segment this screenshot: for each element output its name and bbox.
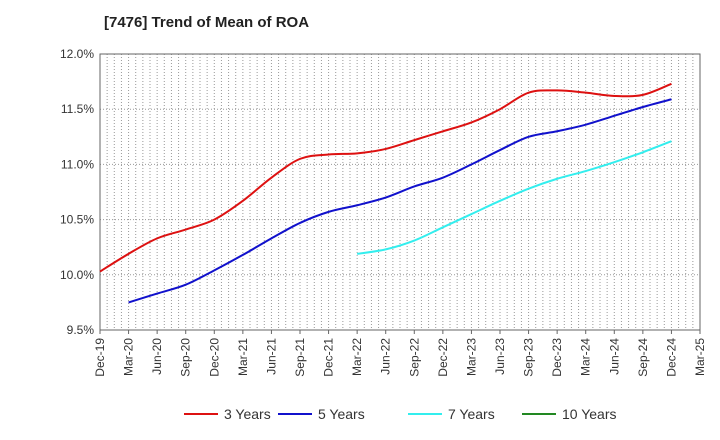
legend-label: 3 Years <box>224 406 271 422</box>
legend-label: 7 Years <box>448 406 495 422</box>
x-tick-label: Dec-22 <box>436 338 450 377</box>
x-tick-label: Dec-21 <box>322 338 336 377</box>
y-tick-label: 10.5% <box>60 213 94 227</box>
y-tick-label: 11.5% <box>61 102 94 116</box>
x-tick-label: Jun-24 <box>607 338 621 375</box>
x-tick-label: Dec-19 <box>93 338 107 377</box>
legend-label: 10 Years <box>562 406 617 422</box>
series-line-5-years <box>128 98 672 304</box>
x-tick-label: Dec-24 <box>664 338 678 377</box>
y-tick-label: 12.0% <box>60 47 94 61</box>
y-tick-label: 9.5% <box>67 323 95 337</box>
y-tick-label: 11.0% <box>61 157 94 171</box>
x-tick-label: Jun-22 <box>379 338 393 375</box>
x-tick-label: Mar-21 <box>236 338 250 376</box>
series-line-3-years <box>99 82 672 273</box>
x-tick-label: Sep-22 <box>407 338 421 377</box>
x-tick-label: Dec-23 <box>550 338 564 377</box>
x-tick-label: Mar-24 <box>579 338 593 376</box>
legend-label: 5 Years <box>318 406 365 422</box>
x-tick-label: Mar-20 <box>122 338 136 376</box>
x-tick-label: Mar-23 <box>464 338 478 376</box>
x-tick-label: Mar-25 <box>693 338 707 376</box>
x-tick-label: Mar-22 <box>350 338 364 376</box>
x-tick-label: Jun-23 <box>493 338 507 375</box>
y-tick-label: 10.0% <box>60 268 94 282</box>
x-tick-label: Sep-21 <box>293 338 307 377</box>
chart-title: [7476] Trend of Mean of ROA <box>104 14 310 31</box>
plot-frame <box>99 53 701 331</box>
x-tick-label: Sep-24 <box>636 338 650 377</box>
x-tick-label: Sep-20 <box>179 338 193 377</box>
x-tick-label: Jun-20 <box>150 338 164 375</box>
x-tick-label: Jun-21 <box>264 338 278 375</box>
x-tick-label: Sep-23 <box>522 338 536 377</box>
x-tick-label: Dec-20 <box>207 338 221 377</box>
series-line-7-years <box>356 140 672 255</box>
